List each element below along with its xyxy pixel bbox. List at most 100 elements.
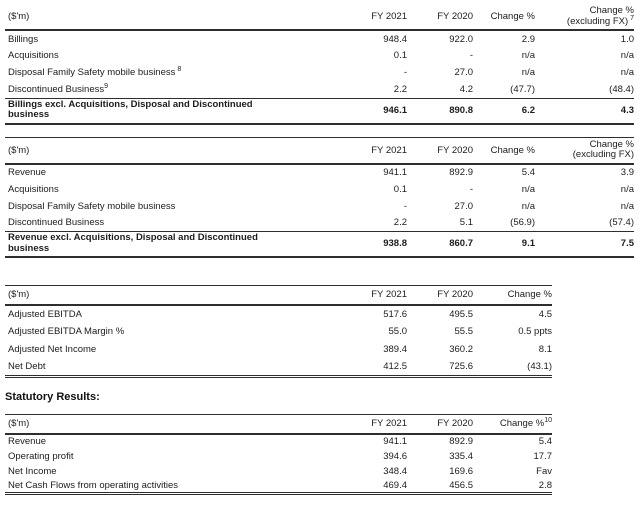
table-row: Discontinued Business9 2.2 4.2 (47.7) (4… xyxy=(5,81,634,98)
change-fx-line1: Change % xyxy=(589,138,634,150)
row-label-text: Disposal Family Safety mobile business xyxy=(8,67,176,78)
statutory-results-heading: Statutory Results: xyxy=(5,391,100,403)
row-label-text: Operating profit xyxy=(8,450,74,462)
header-cell-change: Change %10 xyxy=(473,414,552,435)
cell-fy2021: 469.4 xyxy=(335,478,407,495)
cell-change: n/a xyxy=(521,183,535,195)
cell-fy2020: 892.9 xyxy=(449,436,473,447)
cell-change-fx: n/a xyxy=(620,200,634,212)
row-label: Net Income xyxy=(5,464,335,479)
table-row: Revenue 941.1 892.9 5.4 3.9 xyxy=(5,164,634,181)
cell-change-fx: n/a xyxy=(620,67,634,78)
header-cell-fy2021: FY 2021 xyxy=(335,137,407,165)
cell-fy2020: 335.4 xyxy=(449,450,473,462)
change-header-text: Change % xyxy=(499,418,545,430)
row-label: Net Cash Flows from operating activities xyxy=(5,478,335,495)
header-cell-change-fx: Change % (excluding FX) xyxy=(535,137,634,165)
header-cell-fy2020: FY 2020 xyxy=(407,285,473,306)
cell-change: 4.5 xyxy=(538,308,552,320)
table-row: Acquisitions 0.1 - n/a n/a xyxy=(5,181,634,198)
row-label: Discontinued Business9 xyxy=(5,81,335,98)
cell-fy2020: 860.7 xyxy=(407,231,473,258)
row-label: Billings excl. Acquisitions, Disposal an… xyxy=(5,97,335,125)
header-cell-fy2021: FY 2021 xyxy=(335,414,407,435)
table-row: Operating profit 394.6 335.4 17.7 xyxy=(5,449,552,464)
cell-change: Fav xyxy=(536,465,552,477)
statutory-header-row: ($'m) FY 2021 FY 2020 Change %10 xyxy=(5,414,552,435)
cell-change: 17.7 xyxy=(533,450,553,462)
cell-change: 9.1 xyxy=(473,231,535,258)
table-row: Adjusted EBITDA Margin % 55.0 55.5 0.5 p… xyxy=(5,323,552,341)
row-label: Disposal Family Safety mobile business xyxy=(5,198,335,215)
cell-fy2021: - xyxy=(403,200,407,212)
table-row: Net Cash Flows from operating activities… xyxy=(5,478,552,495)
cell-fy2020: 27.0 xyxy=(454,67,474,78)
row-label-text: Adjusted EBITDA xyxy=(8,308,82,320)
row-label: Billings xyxy=(5,30,335,47)
cell-fy2021: 412.5 xyxy=(335,358,407,378)
cell-change: (47.7) xyxy=(510,83,535,95)
cell-fy2020: 27.0 xyxy=(454,200,474,212)
cell-fy2020: 922.0 xyxy=(449,33,473,45)
cell-change: 5.4 xyxy=(538,436,552,447)
row-label: Operating profit xyxy=(5,449,335,464)
cell-fy2020: 456.5 xyxy=(407,478,473,495)
row-label: Acquisitions xyxy=(5,47,335,64)
row-label-text: Net Income xyxy=(8,465,57,477)
cell-change-fx: (57.4) xyxy=(609,217,634,229)
row-label: Revenue xyxy=(5,164,335,181)
row-label-text: Net Cash Flows from operating activities xyxy=(8,479,179,491)
cell-fy2021: 2.2 xyxy=(393,83,407,95)
cell-fy2020: 5.1 xyxy=(459,217,473,229)
table-row: Adjusted EBITDA 517.6 495.5 4.5 xyxy=(5,305,552,323)
cell-change: 2.9 xyxy=(521,33,535,45)
header-cell-unit: ($'m) xyxy=(5,4,335,31)
cell-fy2021: 938.8 xyxy=(335,231,407,258)
cell-change: 8.1 xyxy=(538,344,552,355)
row-label-text: Net Debt xyxy=(8,361,46,373)
table-row: Discontinued Business 2.2 5.1 (56.9) (57… xyxy=(5,215,634,232)
cell-fy2021: 0.1 xyxy=(393,50,407,61)
row-label-text: Billings xyxy=(8,33,39,45)
row-label-text: Discontinued Business xyxy=(8,83,105,95)
financial-results-document: ($'m) FY 2021 FY 2020 Change % Change %(… xyxy=(5,4,634,495)
cell-fy2021: 55.0 xyxy=(388,326,408,337)
cell-fy2020: 890.8 xyxy=(407,97,473,125)
row-label: Adjusted Net Income xyxy=(5,341,335,359)
cell-fy2020: - xyxy=(469,50,473,61)
cell-change: n/a xyxy=(521,67,535,78)
footnote-ref: 10 xyxy=(544,417,552,425)
revenue-header-row: ($'m) FY 2021 FY 2020 Change % Change %(… xyxy=(5,137,634,165)
adjusted-results-table: ($'m) FY 2021 FY 2020 Change % Adjusted … xyxy=(5,285,552,378)
header-cell-change: Change % xyxy=(473,137,535,165)
cell-fy2021: 948.4 xyxy=(383,33,407,45)
cell-change: n/a xyxy=(521,200,535,212)
cell-fy2020: 892.9 xyxy=(449,167,473,178)
cell-fy2020: 4.2 xyxy=(459,83,473,95)
header-cell-fy2020: FY 2020 xyxy=(407,137,473,165)
statutory-results-table: ($'m) FY 2021 FY 2020 Change %10 Revenue… xyxy=(5,414,552,495)
cell-change-fx: n/a xyxy=(620,50,634,61)
table-row: Revenue 941.1 892.9 5.4 xyxy=(5,434,552,449)
billings-header-row: ($'m) FY 2021 FY 2020 Change % Change %(… xyxy=(5,4,634,31)
cell-change: 6.2 xyxy=(473,97,535,125)
header-cell-unit: ($'m) xyxy=(5,285,335,306)
footnote-ref: 9 xyxy=(104,82,109,90)
cell-fy2021: 946.1 xyxy=(335,97,407,125)
cell-fy2020: 495.5 xyxy=(449,308,473,320)
row-label: Discontinued Business xyxy=(5,215,335,232)
footnote-ref: 8 xyxy=(175,65,182,73)
change-fx-line2: (excluding FX) xyxy=(566,15,629,27)
footnote-ref: 7 xyxy=(628,14,634,22)
cell-fy2020: - xyxy=(469,183,473,195)
total-row: Revenue excl. Acquisitions, Disposal and… xyxy=(5,231,634,258)
row-label-text: Revenue xyxy=(8,436,47,447)
row-label-text: Acquisitions xyxy=(8,183,59,195)
row-label-text: Acquisitions xyxy=(8,50,59,61)
row-label-text: Adjusted EBITDA Margin % xyxy=(8,326,125,337)
row-label-text: Revenue xyxy=(8,167,47,178)
cell-fy2021: 941.1 xyxy=(383,436,407,447)
revenue-table: ($'m) FY 2021 FY 2020 Change % Change %(… xyxy=(5,136,634,259)
cell-fy2021: 517.6 xyxy=(383,308,407,320)
row-label: Acquisitions xyxy=(5,181,335,198)
